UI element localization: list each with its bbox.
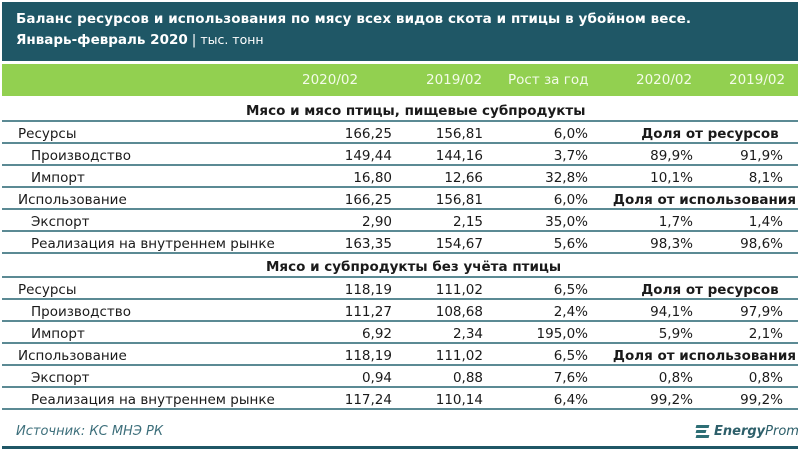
row-label: Реализация на внутреннем рынке <box>31 392 275 408</box>
table-row: Экспорт 2,90 2,15 35,0% 1,7% 1,4% <box>2 212 798 232</box>
table-row: Ресурсы 118,19 111,02 6,5% Доля от ресур… <box>2 280 798 300</box>
value-2020: 166,25 <box>344 126 392 142</box>
value-2019: 110,14 <box>435 392 483 408</box>
value-2019: 111,02 <box>435 282 483 298</box>
share-2020: 0,8% <box>658 370 693 386</box>
table-row: Использование 118,19 111,02 6,5% Доля от… <box>2 346 798 366</box>
share-2019: 98,6% <box>740 236 783 252</box>
row-label: Производство <box>31 148 131 164</box>
value-2019: 2,34 <box>452 326 483 342</box>
growth-value: 2,4% <box>553 304 588 320</box>
value-2019: 108,68 <box>435 304 483 320</box>
row-label: Ресурсы <box>18 282 77 298</box>
share-2019: 8,1% <box>748 170 783 186</box>
growth-value: 195,0% <box>536 326 588 342</box>
table-row: Производство 149,44 144,16 3,7% 89,9% 91… <box>2 146 798 166</box>
value-2019: 0,88 <box>452 370 483 386</box>
section-title: Мясо и субпродукты без учёта птицы <box>2 256 798 278</box>
value-2019: 111,02 <box>435 348 483 364</box>
value-2020: 118,19 <box>344 348 392 364</box>
row-label: Импорт <box>31 170 85 186</box>
unit-label: тыс. тонн <box>200 32 264 47</box>
table-title: Баланс ресурсов и использования по мясу … <box>16 11 692 27</box>
value-2020: 166,25 <box>344 192 392 208</box>
value-2019: 144,16 <box>435 148 483 164</box>
value-2019: 156,81 <box>435 192 483 208</box>
value-2020: 118,19 <box>344 282 392 298</box>
value-2019: 154,67 <box>435 236 483 252</box>
growth-value: 6,5% <box>553 348 588 364</box>
table-row: Реализация на внутреннем рынке 163,35 15… <box>2 234 798 254</box>
value-2020: 149,44 <box>344 148 392 164</box>
growth-value: 6,0% <box>553 126 588 142</box>
energyprom-logo-icon <box>695 424 710 439</box>
value-2020: 117,24 <box>344 392 392 408</box>
row-label: Реализация на внутреннем рынке <box>31 236 275 252</box>
share-2020: 99,2% <box>650 392 693 408</box>
growth-value: 3,7% <box>553 148 588 164</box>
share-2020: 94,1% <box>650 304 693 320</box>
table-subtitle: Январь-февраль 2020 | тыс. тонн <box>16 29 798 51</box>
value-2020: 111,27 <box>344 304 392 320</box>
row-label: Использование <box>18 348 127 364</box>
table-row: Импорт 16,80 12,66 32,8% 10,1% 8,1% <box>2 168 798 188</box>
col-header-share-2020: 2020/02 <box>636 72 693 88</box>
share-2019: 99,2% <box>740 392 783 408</box>
col-header-2019: 2019/02 <box>426 72 483 88</box>
row-label: Экспорт <box>31 214 90 230</box>
share-2019: 1,4% <box>748 214 783 230</box>
row-label: Экспорт <box>31 370 90 386</box>
growth-value: 5,6% <box>553 236 588 252</box>
separator: | <box>191 32 197 48</box>
table-header: Баланс ресурсов и использования по мясу … <box>2 2 798 61</box>
row-label: Импорт <box>31 326 85 342</box>
value-2020: 0,94 <box>361 370 392 386</box>
table-row: Экспорт 0,94 0,88 7,6% 0,8% 0,8% <box>2 368 798 388</box>
section-title: Мясо и мясо птицы, пищевые субпродукты <box>2 100 798 122</box>
value-2019: 156,81 <box>435 126 483 142</box>
share-2019: 97,9% <box>740 304 783 320</box>
value-2020: 6,92 <box>361 326 392 342</box>
brand-name: EnergyProm <box>714 424 799 439</box>
growth-value: 6,0% <box>553 192 588 208</box>
table-row: Ресурсы 166,25 156,81 6,0% Доля от ресур… <box>2 124 798 144</box>
share-2020: 10,1% <box>650 170 693 186</box>
value-2020: 16,80 <box>353 170 392 186</box>
table-row: Реализация на внутреннем рынке 117,24 11… <box>2 390 798 410</box>
share-header: Доля от ресурсов <box>641 126 779 142</box>
growth-value: 7,6% <box>553 370 588 386</box>
growth-value: 6,4% <box>553 392 588 408</box>
row-label: Ресурсы <box>18 126 77 142</box>
share-2019: 0,8% <box>748 370 783 386</box>
growth-value: 6,5% <box>553 282 588 298</box>
growth-value: 32,8% <box>545 170 588 186</box>
energyprom-logo: EnergyProm <box>695 424 799 439</box>
table-row: Импорт 6,92 2,34 195,0% 5,9% 2,1% <box>2 324 798 344</box>
col-header-2020: 2020/02 <box>302 72 359 88</box>
share-2020: 89,9% <box>650 148 693 164</box>
table-row: Использование 166,25 156,81 6,0% Доля от… <box>2 190 798 210</box>
bottom-divider <box>2 446 798 449</box>
growth-value: 35,0% <box>545 214 588 230</box>
share-2020: 5,9% <box>658 326 693 342</box>
source-note: Источник: КС МНЭ РК <box>16 424 164 439</box>
value-2019: 2,15 <box>452 214 483 230</box>
share-header: Доля от ресурсов <box>641 282 779 298</box>
column-headers: 2020/02 2019/02 Рост за год 2020/02 2019… <box>2 64 798 96</box>
share-2019: 2,1% <box>748 326 783 342</box>
table-row: Производство 111,27 108,68 2,4% 94,1% 97… <box>2 302 798 322</box>
col-header-growth: Рост за год <box>508 72 589 88</box>
value-2019: 12,66 <box>444 170 483 186</box>
period-label: Январь-февраль 2020 <box>16 32 188 48</box>
col-header-share-2019: 2019/02 <box>729 72 786 88</box>
value-2020: 163,35 <box>344 236 392 252</box>
share-2019: 91,9% <box>740 148 783 164</box>
row-label: Использование <box>18 192 127 208</box>
share-header: Доля от использования <box>612 348 796 364</box>
row-label: Производство <box>31 304 131 320</box>
share-header: Доля от использования <box>612 192 796 208</box>
share-2020: 1,7% <box>658 214 693 230</box>
share-2020: 98,3% <box>650 236 693 252</box>
value-2020: 2,90 <box>361 214 392 230</box>
